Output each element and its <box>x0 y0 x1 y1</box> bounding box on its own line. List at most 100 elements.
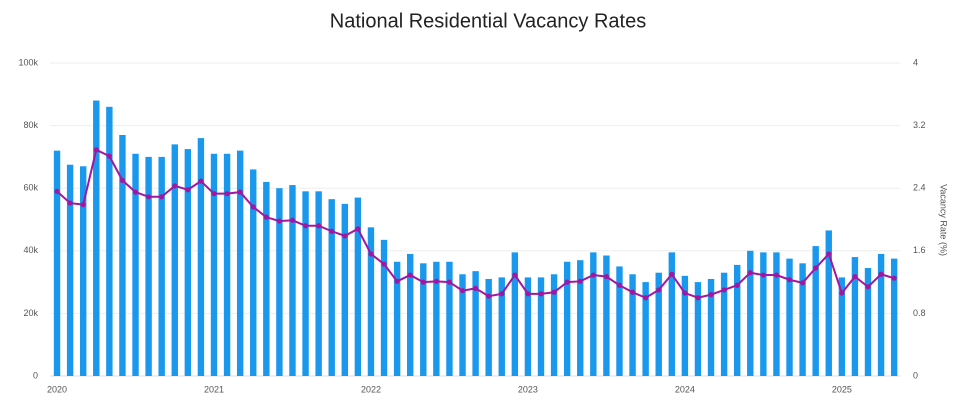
bar <box>773 252 780 376</box>
bar <box>132 153 139 376</box>
bar <box>367 227 375 376</box>
line-marker <box>237 189 243 195</box>
line-marker <box>198 178 204 184</box>
bar <box>250 169 257 376</box>
line-marker <box>368 251 374 257</box>
bar <box>812 246 819 376</box>
bar <box>681 275 689 376</box>
line-marker <box>433 278 439 284</box>
line-marker <box>786 277 793 283</box>
bar <box>550 274 558 376</box>
bar <box>302 191 309 376</box>
chart-title: National Residential Vacancy Rates <box>330 10 646 32</box>
line-marker <box>93 147 99 153</box>
line-marker <box>839 290 845 296</box>
bar <box>747 250 754 376</box>
line-marker <box>564 279 570 285</box>
line-marker <box>54 188 60 194</box>
y2-tick-label: 2.4 <box>913 183 926 193</box>
bar <box>720 272 728 376</box>
bar <box>223 153 231 376</box>
line-marker <box>342 233 348 239</box>
bar <box>263 181 270 376</box>
bar <box>354 197 362 376</box>
bar <box>629 274 636 376</box>
y2-axis-title: Vacancy Rate (%) <box>939 184 949 256</box>
bar <box>315 191 322 376</box>
line-marker <box>629 289 636 295</box>
line-marker <box>813 265 819 271</box>
y-tick-label: 80k <box>23 120 38 130</box>
bar <box>119 134 126 376</box>
line-marker <box>302 223 309 229</box>
y2-tick-label: 4 <box>913 57 918 67</box>
line-marker <box>826 251 832 257</box>
line-marker <box>747 270 753 276</box>
line-marker <box>250 204 256 210</box>
bar <box>236 150 244 376</box>
line-marker <box>682 290 688 296</box>
line-marker <box>590 272 596 278</box>
line-marker <box>316 223 322 229</box>
bar <box>184 149 192 376</box>
bar <box>642 282 649 376</box>
line-marker <box>355 226 361 232</box>
bar <box>498 277 505 376</box>
bar <box>838 277 846 376</box>
bar <box>341 203 348 376</box>
bar <box>655 272 662 376</box>
bar <box>590 252 597 376</box>
bar <box>760 252 767 376</box>
line-marker <box>800 280 806 286</box>
bar <box>158 156 165 376</box>
line-marker <box>394 278 400 284</box>
bar <box>53 150 61 376</box>
line-marker <box>525 291 531 297</box>
line-marker <box>407 272 413 278</box>
x-tick-label: 2023 <box>518 384 538 394</box>
line-marker <box>669 271 675 277</box>
bar <box>66 164 74 376</box>
bar <box>446 261 453 376</box>
line-marker <box>459 288 466 294</box>
line-marker <box>734 282 740 288</box>
line-marker <box>616 282 623 288</box>
bar <box>825 230 832 376</box>
line-marker <box>551 289 557 295</box>
line-marker <box>865 284 871 290</box>
line-marker <box>878 271 884 277</box>
bar <box>734 264 741 376</box>
bar <box>80 166 87 376</box>
bar <box>786 258 793 376</box>
line-marker <box>577 278 583 284</box>
bar <box>524 277 532 376</box>
y2-tick-label: 1.6 <box>913 245 926 255</box>
x-tick-label: 2021 <box>204 384 224 394</box>
line-marker <box>473 285 479 291</box>
y2-tick-label: 0.8 <box>913 308 926 318</box>
line-marker <box>446 279 453 285</box>
bar <box>799 263 806 376</box>
bar <box>276 188 283 376</box>
line-marker <box>695 295 701 301</box>
line-marker <box>159 194 165 200</box>
line-marker <box>224 191 230 197</box>
line-marker <box>185 187 191 193</box>
line-marker <box>329 228 335 234</box>
bar <box>890 258 898 376</box>
bar <box>616 266 623 376</box>
x-tick-label: 2022 <box>361 384 381 394</box>
line-marker <box>852 274 858 280</box>
bar <box>668 252 675 376</box>
line-marker <box>146 194 152 200</box>
bar <box>563 261 571 376</box>
bar <box>472 271 479 376</box>
line-marker <box>499 291 505 297</box>
bar <box>537 277 545 376</box>
line-marker <box>211 191 217 197</box>
line-marker <box>172 183 178 189</box>
line-marker <box>106 153 112 159</box>
bar <box>106 106 113 376</box>
line-marker <box>708 292 714 298</box>
